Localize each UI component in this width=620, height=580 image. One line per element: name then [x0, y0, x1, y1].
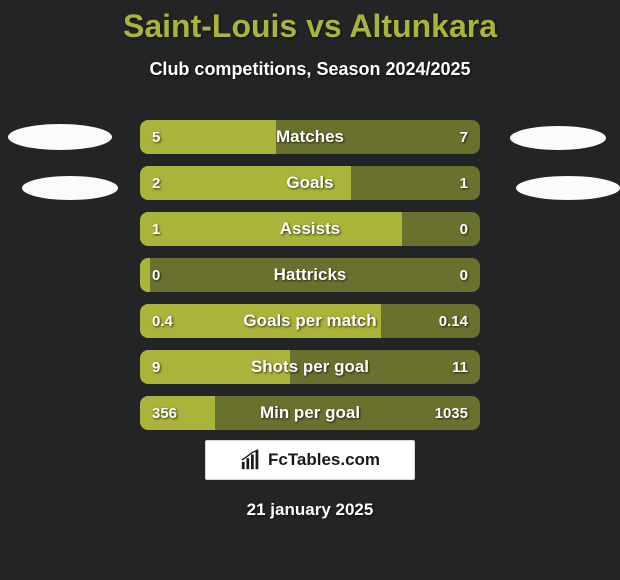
stat-bar-row: 0.40.14Goals per match — [140, 304, 480, 338]
stats-bar-list: 57Matches 21Goals 10Assists 00Hattricks 0.40… — [140, 120, 480, 442]
stat-bar-fill — [140, 212, 402, 246]
decor-ellipse-left-2 — [22, 176, 118, 200]
stat-bar-row: 10Assists — [140, 212, 480, 246]
decor-ellipse-left-1 — [8, 124, 112, 150]
stat-bar-row: 21Goals — [140, 166, 480, 200]
footer-date: 21 january 2025 — [0, 500, 620, 520]
stat-bar-row: 57Matches — [140, 120, 480, 154]
stat-bar-row: 00Hattricks — [140, 258, 480, 292]
stat-bar-row: 3561035Min per goal — [140, 396, 480, 430]
stat-bar-fill — [140, 350, 290, 384]
stat-bar-base — [140, 258, 480, 292]
stat-bar-row: 911Shots per goal — [140, 350, 480, 384]
stat-bar-fill — [140, 166, 351, 200]
fctables-logo-icon — [240, 449, 262, 471]
branding-box: FcTables.com — [205, 440, 415, 480]
page-subtitle: Club competitions, Season 2024/2025 — [0, 59, 620, 80]
stat-bar-fill — [140, 120, 276, 154]
branding-text: FcTables.com — [268, 450, 380, 470]
stat-bar-fill — [140, 258, 150, 292]
page-title: Saint-Louis vs Altunkara — [0, 0, 620, 45]
stat-bar-fill — [140, 396, 215, 430]
decor-ellipse-right-1 — [510, 126, 606, 150]
stat-bar-fill — [140, 304, 381, 338]
decor-ellipse-right-2 — [516, 176, 620, 200]
